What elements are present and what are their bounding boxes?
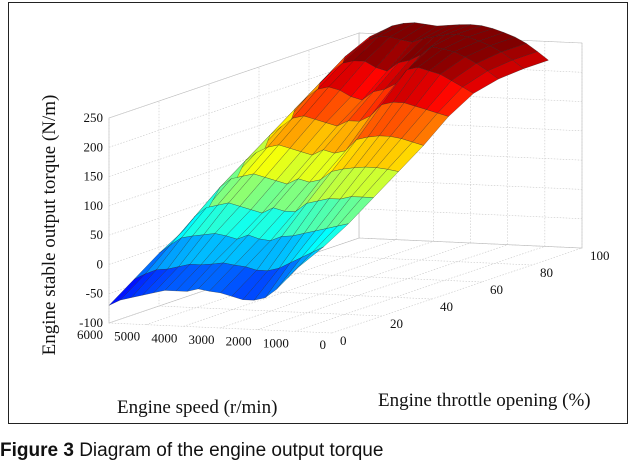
- y-gridline: [108, 118, 333, 334]
- y-tick-label: 100: [590, 248, 610, 263]
- x-gridline: [257, 39, 508, 330]
- z-tick-label: 100: [84, 198, 104, 213]
- torque-surface: [108, 22, 549, 306]
- x-tick-label: 6000: [77, 327, 103, 342]
- caption-text: Diagram of the engine output torque: [79, 440, 384, 461]
- y-tick-label: 40: [440, 299, 453, 314]
- z-tick-label: -100: [79, 315, 103, 330]
- x-tick-label: 5000: [114, 329, 140, 344]
- x-tick-label: 1000: [263, 335, 289, 350]
- y-axis-label: Engine throttle opening (%): [378, 390, 591, 411]
- y-gridline: [158, 101, 383, 317]
- y-tick-label: 20: [390, 316, 403, 331]
- z-tick-label: 0: [97, 256, 104, 271]
- surface-plot: -100-50050100150200250010002000300040005…: [39, 22, 610, 418]
- x-tick-label: 4000: [151, 330, 177, 345]
- z-tick-label: 150: [84, 169, 104, 184]
- tick-labels: -100-50050100150200250010002000300040005…: [77, 110, 610, 352]
- x-gridline: [183, 36, 434, 327]
- z-axis-label: Engine stable output torque (N/m): [39, 95, 60, 356]
- z-tick-label: 250: [84, 110, 104, 125]
- z-tick-label: -50: [86, 286, 103, 301]
- y-tick-label: 60: [490, 282, 503, 297]
- caption-label: Figure 3: [0, 440, 74, 461]
- y-gridline: [358, 33, 583, 249]
- figure-caption: Figure 3 Diagram of the engine output to…: [0, 440, 420, 464]
- x-axis-label: Engine speed (r/min): [117, 397, 277, 418]
- z-tick-label: 200: [84, 139, 104, 154]
- x-tick-label: 0: [320, 337, 327, 352]
- y-tick-label: 80: [540, 265, 553, 280]
- surface-patch: [108, 273, 146, 306]
- x-tick-label: 3000: [189, 332, 215, 347]
- x-tick-label: 2000: [226, 334, 252, 349]
- figure-frame: -100 -50 0 50 100 150 200 250 0 1000 2000 3000 4000 5…: [8, 2, 628, 424]
- y-tick-label: 0: [340, 333, 347, 348]
- z-tick-label: 50: [90, 227, 103, 242]
